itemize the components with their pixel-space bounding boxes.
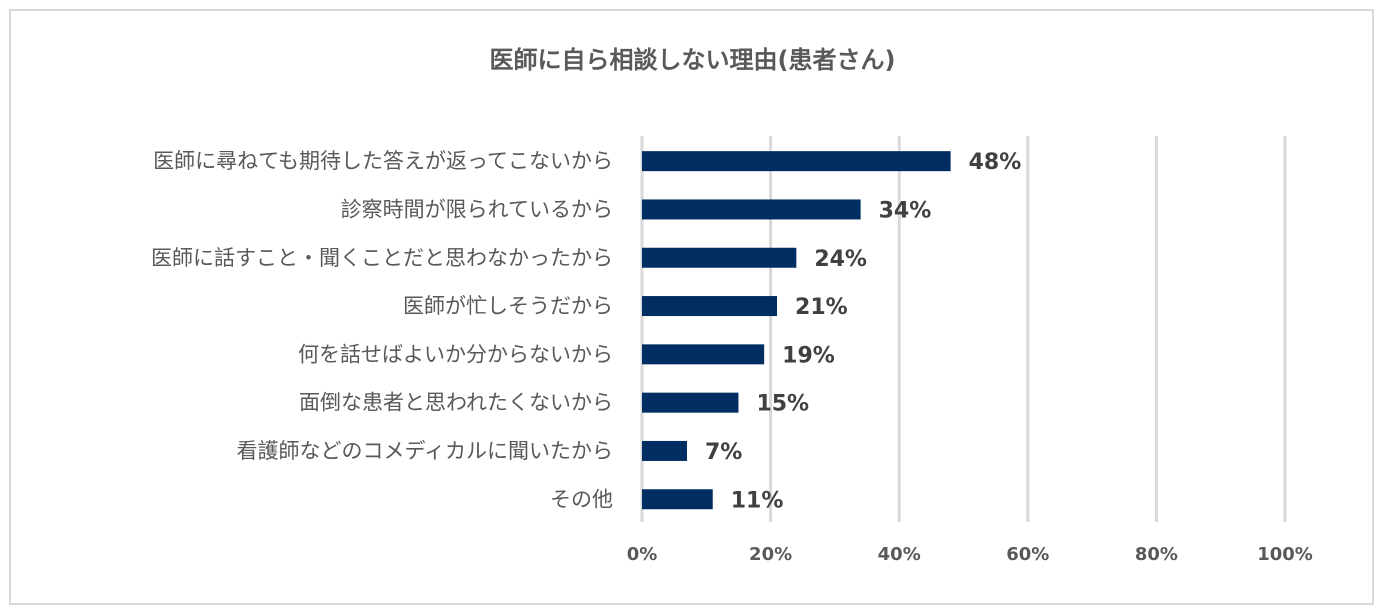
bar <box>642 489 713 510</box>
bar-value-label: 11% <box>731 488 784 513</box>
bar-value-label: 19% <box>782 343 835 368</box>
bar <box>642 247 797 268</box>
bar <box>642 392 739 413</box>
bar <box>642 344 765 365</box>
category-label: 医師に尋ねても期待した答えが返ってこないから <box>153 149 613 173</box>
x-tick-label: 100% <box>1257 544 1313 565</box>
x-tick-label: 60% <box>1006 544 1049 565</box>
bar <box>642 440 688 461</box>
category-label: 医師に話すこと・聞くことだと思わなかったから <box>151 246 613 270</box>
x-tick-label: 40% <box>878 544 921 565</box>
bar <box>642 151 951 172</box>
bar <box>642 199 861 220</box>
category-label: 診察時間が限られているから <box>341 197 613 221</box>
bar-value-label: 15% <box>756 392 809 417</box>
category-label: その他 <box>550 487 613 511</box>
x-tick-label: 0% <box>627 544 658 565</box>
bar-value-label: 21% <box>795 295 848 320</box>
bar-value-label: 24% <box>814 247 867 272</box>
category-label: 面倒な患者と思われたくないから <box>299 391 613 415</box>
x-tick-label: 80% <box>1135 544 1178 565</box>
category-label: 医師が忙しそうだから <box>403 294 613 318</box>
bar-value-label: 34% <box>879 198 932 223</box>
bar <box>642 296 778 317</box>
x-tick-label: 20% <box>749 544 792 565</box>
category-label: 何を話せばよいか分からないから <box>298 342 613 366</box>
bar-value-label: 7% <box>705 440 742 465</box>
bar-value-label: 48% <box>969 150 1022 175</box>
chart-title: 医師に自ら相談しない理由(患者さん) <box>489 46 896 74</box>
category-label: 看護師などのコメディカルに聞いたから <box>236 439 613 463</box>
